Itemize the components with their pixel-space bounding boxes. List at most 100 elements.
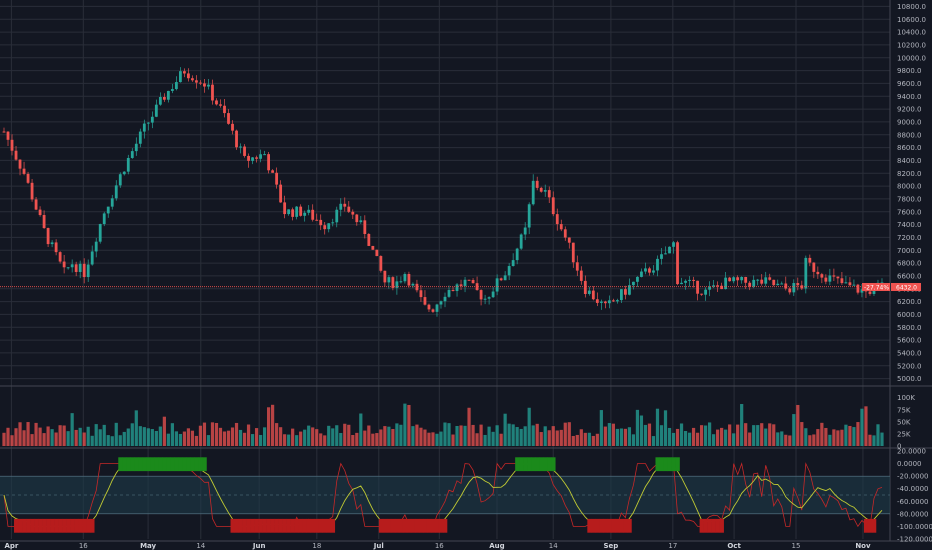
volume-bar[interactable] — [800, 422, 804, 446]
candle-body[interactable] — [840, 278, 844, 284]
volume-bar[interactable] — [531, 425, 535, 446]
volume-bar[interactable] — [487, 426, 491, 446]
volume-bar[interactable] — [856, 422, 860, 446]
candle-body[interactable] — [519, 234, 523, 249]
candle-body[interactable] — [760, 279, 764, 284]
volume-bar[interactable] — [479, 424, 483, 446]
candle-body[interactable] — [848, 282, 852, 286]
volume-bar[interactable] — [154, 430, 158, 446]
candle-body[interactable] — [443, 296, 447, 302]
volume-bar[interactable] — [703, 425, 708, 446]
volume-bar[interactable] — [146, 428, 150, 446]
candle-body[interactable] — [110, 198, 114, 207]
volume-bar[interactable] — [724, 429, 728, 446]
volume-bar[interactable] — [222, 431, 227, 446]
candle-body[interactable] — [191, 78, 194, 81]
candle-body[interactable] — [343, 203, 347, 207]
volume-bar[interactable] — [399, 424, 403, 446]
candle-body[interactable] — [720, 285, 724, 290]
candle-body[interactable] — [768, 277, 772, 280]
candle-body[interactable] — [696, 280, 699, 294]
volume-bar[interactable] — [764, 428, 768, 446]
volume-bar[interactable] — [194, 435, 199, 446]
candle-body[interactable] — [187, 73, 190, 79]
candle-body[interactable] — [752, 279, 756, 287]
volume-bar[interactable] — [66, 431, 70, 446]
volume-bar[interactable] — [403, 403, 407, 446]
candle-body[interactable] — [211, 84, 214, 101]
candle-body[interactable] — [38, 209, 42, 216]
volume-bar[interactable] — [659, 425, 664, 446]
candle-body[interactable] — [327, 223, 331, 230]
candle-body[interactable] — [619, 289, 623, 301]
candle-body[interactable] — [223, 105, 226, 114]
candle-body[interactable] — [259, 154, 262, 159]
candle-body[interactable] — [523, 227, 527, 235]
candle-body[interactable] — [636, 276, 639, 282]
volume-bar[interactable] — [94, 424, 98, 446]
volume-bar[interactable] — [86, 426, 90, 446]
candle-body[interactable] — [219, 104, 222, 106]
candle-body[interactable] — [668, 246, 671, 254]
candle-body[interactable] — [146, 122, 150, 124]
volume-bar[interactable] — [455, 425, 459, 446]
volume-bar[interactable] — [118, 435, 122, 446]
volume-bar[interactable] — [463, 425, 467, 446]
candle-body[interactable] — [295, 206, 299, 217]
volume-bar[interactable] — [675, 428, 680, 446]
candle-body[interactable] — [367, 234, 371, 246]
volume-bar[interactable] — [756, 425, 760, 446]
candle-body[interactable] — [447, 290, 451, 297]
volume-bar[interactable] — [162, 416, 166, 446]
candle-body[interactable] — [824, 277, 828, 282]
volume-bar[interactable] — [667, 427, 672, 446]
volume-bar[interactable] — [559, 429, 563, 446]
candle-body[interactable] — [6, 131, 10, 140]
candle-body[interactable] — [138, 131, 142, 144]
candle-body[interactable] — [744, 276, 748, 283]
volume-bar[interactable] — [351, 435, 355, 446]
volume-bar[interactable] — [411, 426, 415, 446]
volume-bar[interactable] — [291, 428, 295, 446]
candle-body[interactable] — [595, 299, 599, 303]
volume-bar[interactable] — [511, 424, 515, 446]
volume-bar[interactable] — [748, 432, 752, 446]
candle-body[interactable] — [371, 245, 375, 250]
candle-body[interactable] — [708, 286, 712, 290]
candle-body[interactable] — [90, 251, 94, 265]
candle-body[interactable] — [307, 209, 311, 213]
candle-body[interactable] — [335, 209, 339, 223]
candle-body[interactable] — [375, 249, 379, 257]
volume-bar[interactable] — [74, 429, 78, 446]
volume-bar[interactable] — [238, 429, 243, 446]
volume-bar[interactable] — [623, 428, 628, 446]
volume-bar[interactable] — [852, 427, 856, 446]
candle-body[interactable] — [22, 168, 26, 174]
volume-bar[interactable] — [258, 434, 263, 446]
candle-body[interactable] — [283, 202, 287, 215]
volume-bar[interactable] — [543, 426, 547, 446]
volume-bar[interactable] — [311, 427, 315, 446]
volume-bar[interactable] — [126, 428, 130, 446]
volume-bar[interactable] — [655, 408, 660, 446]
candle-body[interactable] — [122, 171, 126, 175]
candle-body[interactable] — [42, 215, 46, 229]
candle-body[interactable] — [716, 285, 720, 287]
candle-body[interactable] — [114, 185, 118, 199]
candle-body[interactable] — [86, 264, 90, 278]
volume-bar[interactable] — [158, 426, 162, 446]
volume-bar[interactable] — [591, 435, 595, 446]
volume-bar[interactable] — [599, 410, 603, 446]
volume-bar[interactable] — [299, 431, 303, 446]
volume-bar[interactable] — [254, 428, 259, 446]
volume-bar[interactable] — [603, 426, 607, 446]
volume-bar[interactable] — [138, 426, 142, 446]
candle-body[interactable] — [435, 304, 439, 312]
candle-body[interactable] — [419, 290, 423, 298]
volume-bar[interactable] — [459, 425, 463, 446]
volume-bar[interactable] — [439, 431, 443, 446]
candle-body[interactable] — [26, 173, 30, 183]
candle-body[interactable] — [331, 222, 335, 224]
volume-bar[interactable] — [663, 410, 668, 446]
volume-bar[interactable] — [607, 423, 611, 446]
